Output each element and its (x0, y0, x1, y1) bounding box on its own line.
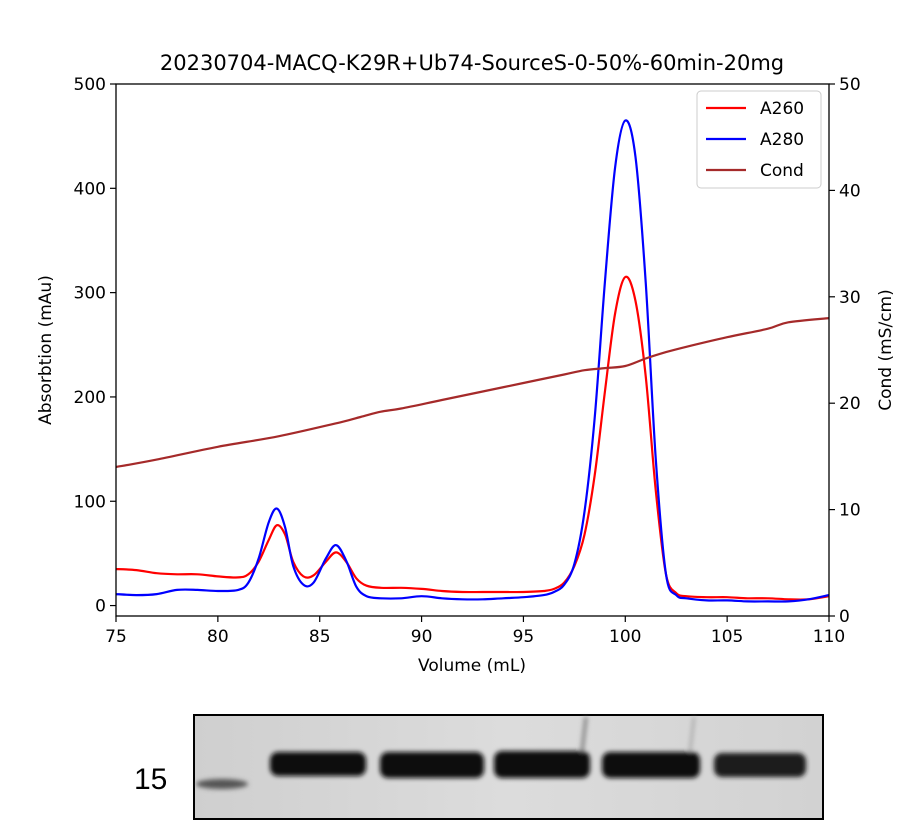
y2-tick-label: 40 (839, 181, 861, 201)
y-tick-label: 200 (74, 388, 106, 408)
legend: A260 A280 Cond (696, 90, 822, 189)
y-tick-label: 300 (74, 284, 106, 304)
gel-streak-2 (689, 716, 695, 753)
y2-tick-label: 0 (839, 607, 850, 627)
x-tick-label: 100 (609, 627, 641, 647)
y2-tick-label: 50 (839, 75, 861, 95)
gel-band-marker (196, 779, 248, 789)
x-axis-label: Volume (mL) (418, 656, 526, 676)
y-axis-label: Absorbtion (mAu) (36, 275, 56, 425)
gel-band-lane-5 (714, 753, 806, 777)
gel-band-lane-2 (380, 752, 484, 778)
y2-tick-label: 20 (839, 394, 861, 414)
x-tick-label: 80 (207, 627, 229, 647)
x-tick-label: 75 (105, 627, 127, 647)
legend-label-a260: A260 (760, 99, 804, 119)
gel-image (193, 714, 824, 820)
y-tick-label: 0 (95, 597, 106, 617)
chart-title: 20230704-MACQ-K29R+Ub74-SourceS-0-50%-60… (160, 51, 784, 75)
gel-band-lane-3 (494, 751, 590, 778)
y2-tick-label: 10 (839, 501, 861, 521)
x-tick-label: 105 (711, 627, 743, 647)
x-tick-label: 95 (513, 627, 535, 647)
x-tick-label: 90 (411, 627, 433, 647)
x-tick-label: 110 (813, 627, 845, 647)
y2-axis-label: Cond (mS/cm) (876, 289, 896, 411)
gel-band-lane-1 (270, 752, 366, 776)
series-line-cond (115, 317, 830, 469)
series-line-a280 (115, 119, 830, 603)
y-tick-label: 400 (74, 179, 106, 199)
y2-tick-label: 30 (839, 288, 861, 308)
legend-box (696, 90, 822, 189)
series-layer (115, 119, 830, 603)
ticks-layer: 75 80 85 90 95 100 105 110010020030040050001020… (74, 75, 861, 647)
plot-frame (115, 83, 830, 617)
y-tick-label: 500 (74, 75, 106, 95)
legend-label-cond: Cond (760, 161, 804, 181)
x-tick-label: 85 (309, 627, 331, 647)
gel-band-lane-4 (602, 752, 700, 778)
series-line-a260 (115, 275, 830, 601)
gel-streak-1 (580, 716, 588, 753)
legend-label-a280: A280 (760, 130, 804, 150)
gel-marker-label: 15 (134, 763, 168, 796)
y-tick-label: 100 (74, 492, 106, 512)
